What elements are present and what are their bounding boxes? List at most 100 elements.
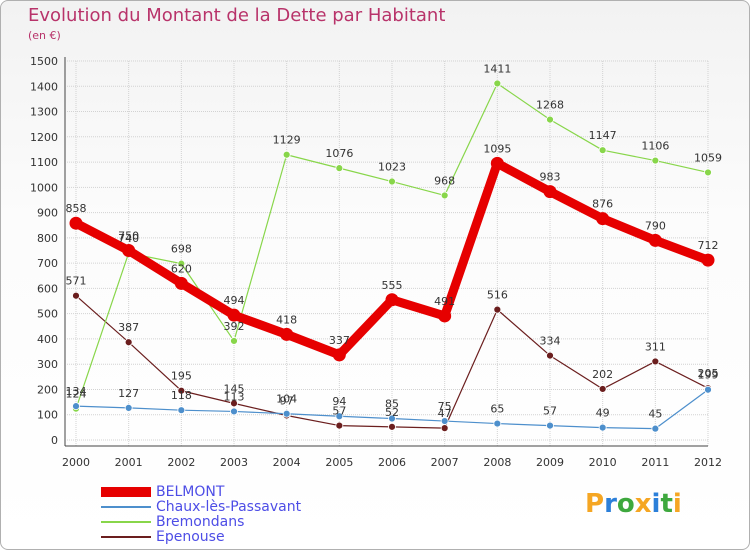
data-label: 491 [434,295,455,308]
data-point [335,421,344,430]
data-label: 145 [224,382,245,395]
data-label: 124 [66,388,87,401]
data-label: 205 [698,367,719,380]
data-label: 104 [276,393,297,406]
data-label: 47 [438,407,452,420]
data-label: 750 [118,230,139,243]
x-tick-label: 2007 [431,456,459,469]
legend-swatch [101,487,151,497]
proxiti-logo: Proxiti [585,489,682,519]
data-point [388,177,396,186]
data-point [546,421,554,430]
data-point [651,357,660,366]
data-point [440,417,449,425]
x-tick-label: 2004 [273,456,301,469]
data-point [388,422,396,431]
legend-swatch [101,521,151,523]
y-tick-label: 1500 [30,55,58,68]
data-label: 127 [118,387,139,400]
data-point [648,233,662,247]
data-point [122,244,136,257]
logo-letter: i [672,489,682,519]
x-tick-label: 2002 [167,456,195,469]
data-label: 1129 [273,134,301,147]
data-point [440,424,449,433]
chart-subtitle: (en €) [28,29,61,42]
data-point [124,404,133,412]
logo-letter: P [585,489,605,519]
data-point [280,327,294,341]
data-point [598,146,607,155]
data-point [388,414,396,423]
data-point [546,115,554,124]
legend: BELMONT Chaux-lès-Passavant Bremondans Epen… [101,485,401,545]
data-label: 85 [385,398,399,411]
data-label: 494 [224,294,245,307]
y-tick-label: 1000 [30,181,58,194]
data-point [72,291,80,300]
data-label: 52 [385,406,399,419]
data-label: 75 [438,400,452,413]
legend-swatch [101,506,151,508]
data-label: 516 [487,289,508,302]
series-points [69,79,715,433]
legend-label: Epenouse [156,529,225,545]
data-point [704,385,712,394]
data-point [440,191,449,200]
data-point [227,308,241,322]
data-point [177,259,186,268]
y-tick-labels: 0 100 200 300 400 500 600 700 800 900 1000 1100 1200… [30,55,58,447]
legend-item: Chaux-lès-Passavant [101,500,401,515]
axes [64,57,708,447]
x-tick-label: 2000 [62,456,90,469]
data-point [651,424,660,433]
x-tick-label: 2003 [220,456,248,469]
data-label: 202 [592,368,613,381]
logo-letter: i [651,489,661,519]
data-point [282,150,291,159]
legend-item: Epenouse [101,530,401,545]
legend-item: BELMONT [101,485,401,500]
x-tick-label: 2005 [325,456,353,469]
data-point [546,351,554,360]
y-tick-label: 100 [37,409,58,422]
data-labels: 571 387 195 145 97 57 52 47 516 334 202 311 205 124 74… [66,62,723,420]
legend-swatch [101,536,151,538]
data-label: 418 [276,313,297,326]
data-point [177,406,186,415]
y-tick-label: 600 [37,282,58,295]
data-label: 97 [280,394,294,407]
data-label: 195 [171,370,192,383]
logo-letter: r [604,489,617,519]
data-label: 65 [490,403,504,416]
y-tick-label: 1100 [30,156,58,169]
data-label: 45 [648,408,662,421]
data-label: 555 [382,279,403,292]
chart-title: Evolution du Montant de la Dette par Hab… [28,5,446,26]
x-tick-label: 2012 [694,456,722,469]
y-tick-label: 400 [37,333,58,346]
data-label: 57 [332,405,346,418]
data-label: 334 [540,335,561,348]
data-point [493,419,502,428]
data-point [438,309,452,323]
data-point [335,412,344,421]
y-tick-label: 0 [51,434,58,447]
data-point [174,276,188,290]
data-point [282,409,291,418]
legend-label: Bremondans [156,514,245,530]
data-label: 113 [224,390,245,403]
x-tick-label: 2001 [115,456,143,469]
data-point [385,293,399,307]
legend-label: Chaux-lès-Passavant [156,499,302,515]
data-label: 1106 [641,140,669,153]
data-label: 49 [596,407,610,420]
y-tick-label: 1300 [30,106,58,119]
x-tick-label: 2006 [378,456,406,469]
data-point [72,402,80,411]
x-tick-label: 2009 [536,456,564,469]
data-label: 740 [118,232,139,245]
logo-letter: t [660,489,673,519]
